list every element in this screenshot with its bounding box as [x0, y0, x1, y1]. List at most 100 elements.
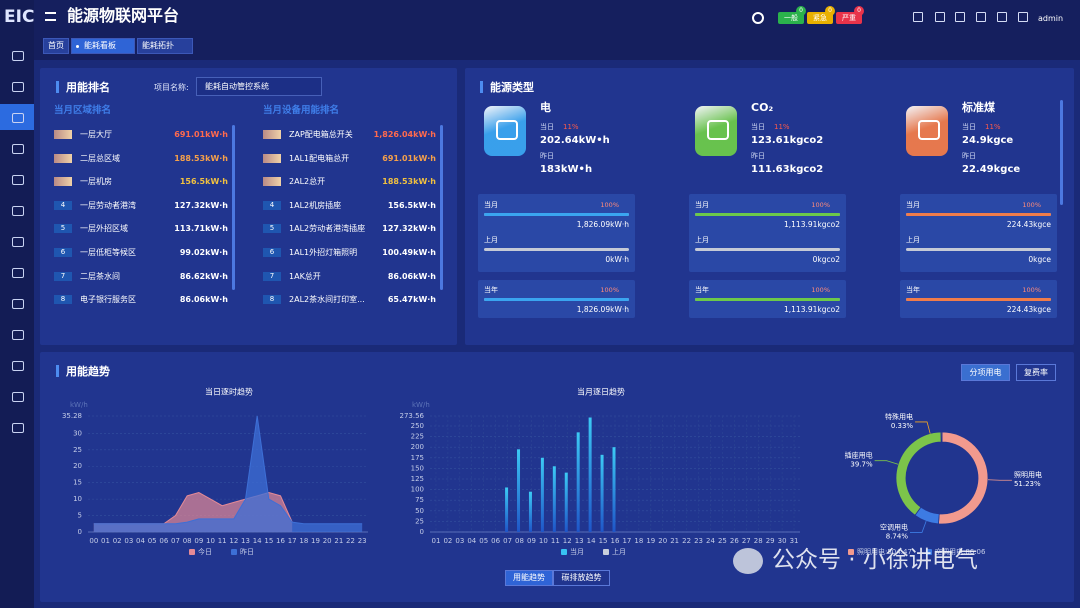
period-value: 1,826.09kW·h	[576, 305, 629, 314]
alert-count: 0	[825, 6, 835, 16]
rank-badge: 6	[54, 248, 72, 257]
rank-badge: 4	[263, 200, 281, 210]
section-title: 当月区域排名	[54, 105, 112, 116]
toggle-button[interactable]: 分项用电	[961, 364, 1010, 381]
y-tick-label: 175	[411, 454, 424, 462]
slice-value: 8.74%	[886, 532, 909, 540]
x-tick-label: 13	[575, 537, 584, 545]
row-name: ZAP配电箱总开关	[289, 130, 353, 139]
legend-swatch	[231, 549, 237, 555]
sidebar-icon	[12, 423, 24, 433]
row-value: 113.71kW·h	[174, 224, 228, 234]
nav-tab[interactable]: 首页	[43, 38, 69, 54]
period-label: 当年	[484, 286, 498, 294]
leader-line	[915, 421, 931, 434]
period-label: 上月	[906, 236, 920, 244]
slice-label: 特殊用电	[885, 412, 913, 421]
rank-badge	[263, 130, 281, 139]
bar	[517, 449, 521, 532]
legend-label: 今日	[198, 547, 212, 556]
period-card	[478, 194, 635, 272]
user-name[interactable]: admin	[1038, 14, 1064, 23]
bar	[552, 466, 556, 532]
rank-badge: 8	[54, 295, 72, 305]
rank-badge	[263, 153, 281, 163]
donut-slice	[938, 431, 989, 525]
x-tick-label: 14	[253, 537, 262, 545]
period-card	[900, 194, 1057, 272]
sidebar	[0, 0, 34, 608]
row-name: 1AL1配电箱总开	[289, 153, 350, 163]
y-axis-label: kW/h	[412, 401, 430, 409]
x-tick-label: 08	[515, 537, 524, 545]
scrollbar	[440, 125, 443, 290]
x-tick-label: 18	[299, 537, 308, 545]
row-name: 电子银行服务区	[80, 295, 136, 305]
chart-tab[interactable]: 用能趋势	[505, 570, 553, 586]
tool-icon	[1018, 12, 1028, 22]
period-label: 上月	[695, 236, 709, 244]
label: 当日	[540, 123, 554, 131]
sidebar-icon	[12, 392, 24, 402]
row-value: 99.02kW·h	[179, 248, 228, 257]
row-name: 一层机房	[80, 177, 112, 187]
legend-swatch	[603, 549, 609, 555]
period-label: 当年	[906, 286, 920, 294]
legend-label: 昨日	[240, 547, 254, 556]
x-tick-label: 23	[694, 537, 703, 545]
y-tick-label: 5	[78, 512, 82, 520]
project-select[interactable]: 能耗自动管控系统	[196, 77, 322, 96]
sidebar-icon	[12, 330, 24, 340]
toggle-button[interactable]: 复费率	[1016, 364, 1056, 381]
energy-name: 标准煤	[962, 101, 995, 114]
row-value: 86.62kW·h	[179, 271, 228, 281]
row-name: 1AK总开	[289, 271, 321, 281]
y-tick-label: 50	[415, 507, 424, 515]
donut-slice	[940, 431, 943, 443]
nav-tab[interactable]: 能耗看板	[71, 38, 135, 54]
value: 123.61kgco2	[751, 135, 824, 146]
y-tick-label: 250	[411, 422, 424, 430]
row-value: 127.32kW·h	[382, 224, 436, 234]
row-name: 1AL1外招灯箱照明	[289, 248, 358, 257]
energy-icon	[906, 106, 948, 156]
y-tick-label: 15	[73, 479, 82, 487]
row-name: 一层大厅	[80, 130, 112, 139]
nav-tab[interactable]: 能耗拓扑	[137, 38, 193, 54]
chart-title: 当日逐时趋势	[205, 387, 253, 397]
y-tick-label: 75	[415, 496, 424, 504]
period-label: 上月	[484, 236, 498, 244]
x-tick-label: 18	[634, 537, 643, 545]
y-tick-label: 25	[73, 446, 82, 454]
row-name: 1AL2劳动者港湾插座	[289, 224, 366, 234]
sidebar-icon	[12, 268, 24, 278]
alert-count: 0	[854, 6, 864, 16]
rank-badge	[54, 153, 72, 163]
sidebar-icon	[12, 51, 24, 61]
label: 当日	[962, 123, 976, 131]
progress-bar	[695, 213, 840, 216]
chart-tab[interactable]: 碳排放趋势	[553, 570, 610, 586]
x-tick-label: 20	[658, 537, 667, 545]
energy-name: 电	[540, 101, 551, 114]
leader-line	[910, 521, 927, 533]
x-tick-label: 01	[432, 537, 441, 545]
slice-value: 51.23%	[1014, 480, 1041, 488]
row-value: 100.49kW·h	[382, 248, 436, 257]
x-tick-label: 01	[101, 537, 110, 545]
sidebar-icon	[12, 82, 24, 92]
x-tick-label: 22	[346, 537, 355, 545]
legend-swatch	[848, 549, 854, 555]
period-value: 1,113.91kgco2	[784, 220, 840, 229]
tool-icon	[913, 12, 923, 22]
value: 24.9kgce	[962, 135, 1014, 146]
active-dot	[76, 45, 79, 48]
scrollbar	[232, 125, 235, 290]
y-tick-label: 225	[411, 433, 424, 441]
energy-icon-glyph	[918, 120, 940, 140]
y-tick-label: 125	[411, 475, 424, 483]
energy-name: CO₂	[751, 101, 774, 114]
sidebar-icon	[12, 144, 24, 154]
progress-bar	[906, 298, 1051, 301]
x-tick-label: 00	[89, 537, 98, 545]
